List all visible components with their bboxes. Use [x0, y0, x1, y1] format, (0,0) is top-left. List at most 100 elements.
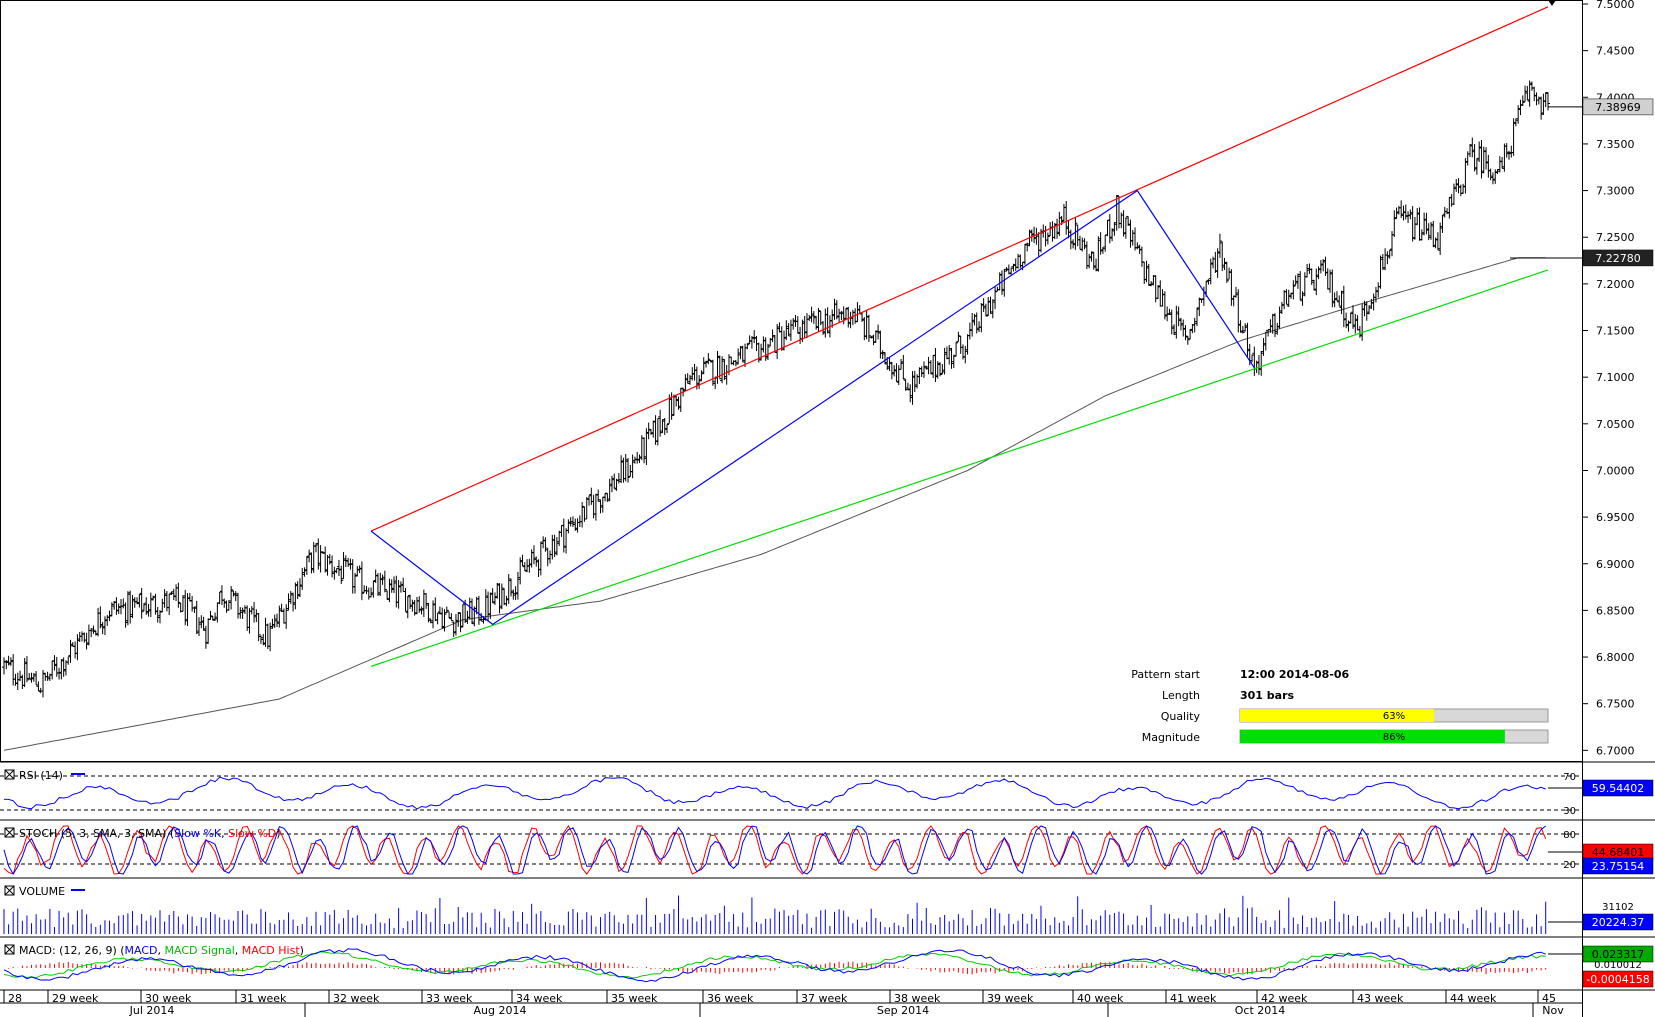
- stoch-panel: 80 20: [0, 825, 1582, 875]
- macd-signal-label: MACD Signal: [165, 944, 235, 957]
- stoch-d-label: Slow %D: [228, 827, 276, 840]
- rsi-value-label: 59.54402: [1592, 782, 1645, 795]
- month-label: Aug 2014: [474, 1004, 527, 1017]
- week-label: 43 week: [1357, 992, 1404, 1005]
- stoch-d-value-label-bg: [1582, 857, 1654, 875]
- macd-value-label: 0.023317: [1592, 948, 1645, 961]
- price-tick-label: 7.1500: [1596, 325, 1635, 338]
- length-label: Length: [1162, 689, 1200, 702]
- stoch-level-label: 80: [1563, 830, 1576, 841]
- macd-line: [3, 948, 1546, 983]
- volume-max-label: 31102: [1602, 902, 1634, 913]
- week-label: 32 week: [333, 992, 380, 1005]
- moving-average-line: [3, 257, 1546, 751]
- stoch-k-value-label: 44.68401: [1592, 846, 1645, 859]
- week-label: 30 week: [145, 992, 192, 1005]
- stoch-title: STOCH (5, 3, SMA, 3, SMA) (Slow %K, Slow…: [4, 827, 281, 840]
- week-label: 38 week: [894, 992, 941, 1005]
- pattern-layer: [370, 6, 1549, 667]
- macd-sep2: ,: [235, 944, 242, 957]
- stoch-label-prefix: STOCH (5, 3, SMA, 3, SMA): [19, 827, 166, 840]
- week-label: 39 week: [987, 992, 1034, 1005]
- macd-hist-value-label-bg: [1582, 970, 1654, 988]
- price-tick-label: 6.7000: [1596, 744, 1635, 757]
- rsi-level-label: 70: [1563, 772, 1576, 783]
- week-label: 44 week: [1450, 992, 1497, 1005]
- ma-price-label-bg: [1582, 249, 1654, 267]
- current-price-label-bg: [1582, 98, 1654, 116]
- volume-value-label-bg: [1582, 913, 1654, 931]
- current-price-label: 7.38969: [1595, 101, 1641, 114]
- price-tick-label: 7.2000: [1596, 278, 1635, 291]
- week-label: 35 week: [611, 992, 658, 1005]
- stoch-level-label: 20: [1563, 860, 1576, 871]
- volume-value-label: 20224.37: [1592, 916, 1645, 929]
- macd-label: MACD: (12, 26, 9) (MACD, MACD Signal, MA…: [19, 944, 304, 957]
- pattern-start-value: 12:00 2014-08-06: [1240, 668, 1350, 681]
- price-tick-label: 6.9500: [1596, 511, 1635, 524]
- week-label: 37 week: [801, 992, 848, 1005]
- volume-title: VOLUME: [4, 885, 85, 898]
- price-tick-label: 7.3000: [1596, 185, 1635, 198]
- stoch-d-line: [3, 825, 1547, 875]
- stoch-open-paren: (: [166, 827, 174, 840]
- close-icon: [4, 769, 15, 780]
- price-tick-label: 6.8500: [1596, 604, 1635, 617]
- volume-panel: 31102: [3, 895, 1634, 934]
- stoch-sep: ,: [221, 827, 228, 840]
- resistance-line: [370, 6, 1549, 532]
- support-line: [370, 269, 1549, 667]
- month-label: Oct 2014: [1235, 1004, 1286, 1017]
- macd-signal-value-label: 0.010012: [1594, 960, 1642, 971]
- price-tick-label: 7.5000: [1596, 0, 1635, 11]
- macd-panel: 0.010012: [3, 948, 1642, 983]
- length-value: 301 bars: [1240, 689, 1295, 702]
- week-label: 34 week: [516, 992, 563, 1005]
- volume-label: VOLUME: [19, 885, 65, 898]
- close-icon: [4, 885, 15, 896]
- week-label: 41 week: [1170, 992, 1217, 1005]
- stoch-close-paren: ): [276, 827, 280, 840]
- price-tick-label: 6.9000: [1596, 558, 1635, 571]
- rsi-line: [3, 776, 1546, 810]
- week-label: 28: [8, 992, 22, 1005]
- week-label: 29 week: [52, 992, 99, 1005]
- week-label: 45: [1542, 992, 1556, 1005]
- price-tick-label: 6.8000: [1596, 651, 1635, 664]
- macd-open-paren: (: [117, 944, 125, 957]
- macd-sep1: ,: [158, 944, 165, 957]
- quality-text: 63%: [1383, 711, 1405, 722]
- macd-hist-value-label: -0.0004158: [1586, 973, 1649, 986]
- stoch-k-line: [3, 825, 1547, 875]
- price-tick-label: 7.1000: [1596, 371, 1635, 384]
- rsi-label: RSI (14): [19, 769, 63, 782]
- macd-label-prefix: MACD: (12, 26, 9): [19, 944, 117, 957]
- macd-value-label-bg: [1582, 945, 1654, 963]
- stoch-k-label: Slow %K: [174, 827, 222, 840]
- week-label: 40 week: [1077, 992, 1124, 1005]
- month-label: Nov: [1542, 1004, 1564, 1017]
- zigzag-line: [370, 189, 1255, 626]
- price-tick-label: 7.3500: [1596, 138, 1635, 151]
- month-label: Jul 2014: [129, 1004, 175, 1017]
- scroll-marker-icon[interactable]: [1548, 0, 1556, 6]
- ma-price-label: 7.22780: [1595, 252, 1641, 265]
- rsi-panel: 70 30: [0, 772, 1582, 817]
- pattern-start-label: Pattern start: [1131, 668, 1200, 681]
- close-icon: [4, 944, 15, 955]
- week-label: 31 week: [240, 992, 287, 1005]
- price-tick-label: 6.7500: [1596, 698, 1635, 711]
- rsi-value-label-bg: [1582, 779, 1654, 797]
- pattern-info-box: Pattern start 12:00 2014-08-06 Length 30…: [1131, 668, 1549, 744]
- macd-signal-line: [3, 951, 1546, 979]
- stoch-label: STOCH (5, 3, SMA, 3, SMA) (Slow %K, Slow…: [19, 827, 281, 840]
- quality-bar-fill: [1240, 709, 1435, 722]
- price-tick-label: 7.0000: [1596, 464, 1635, 477]
- price-tick-label: 7.0500: [1596, 418, 1635, 431]
- magnitude-label: Magnitude: [1142, 731, 1201, 744]
- price-tick-label: 7.2500: [1596, 231, 1635, 244]
- quality-label: Quality: [1161, 710, 1201, 723]
- price-tick-label: 7.4500: [1596, 45, 1635, 58]
